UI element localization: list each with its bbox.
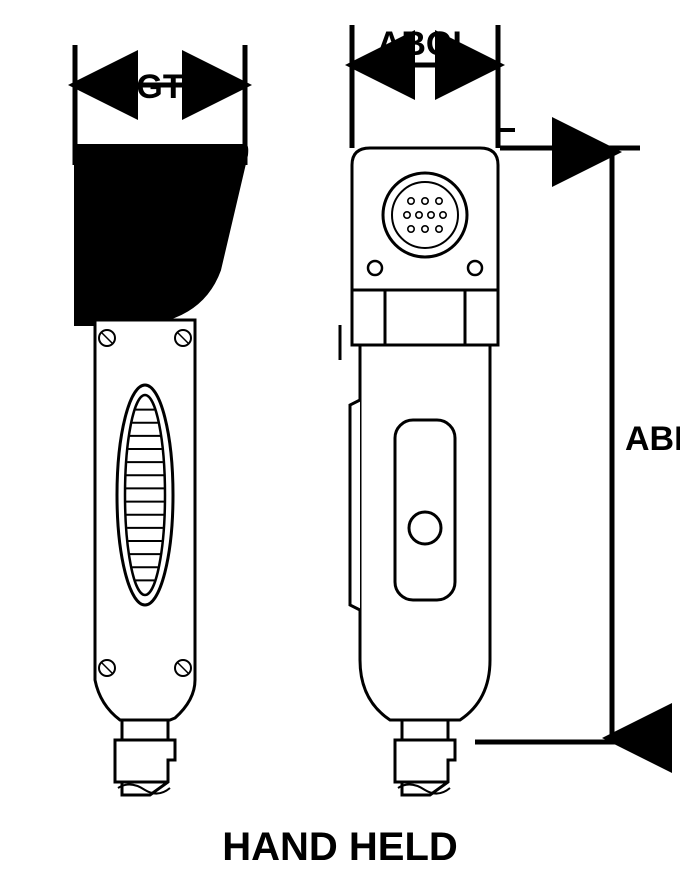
ptt-button-outline bbox=[395, 420, 455, 600]
figure-title: HAND HELD bbox=[222, 825, 458, 869]
left-view: HGTH bbox=[75, 45, 247, 795]
abgl-label: ABGL bbox=[377, 25, 473, 63]
right-connector-stub bbox=[395, 720, 455, 795]
left-connector-stub bbox=[115, 720, 175, 795]
right-view: ABGL ABRY bbox=[340, 25, 680, 795]
hgth-label: HGTH bbox=[112, 68, 208, 106]
abry-label: ABRY bbox=[625, 420, 680, 458]
ptt-button bbox=[409, 512, 441, 544]
